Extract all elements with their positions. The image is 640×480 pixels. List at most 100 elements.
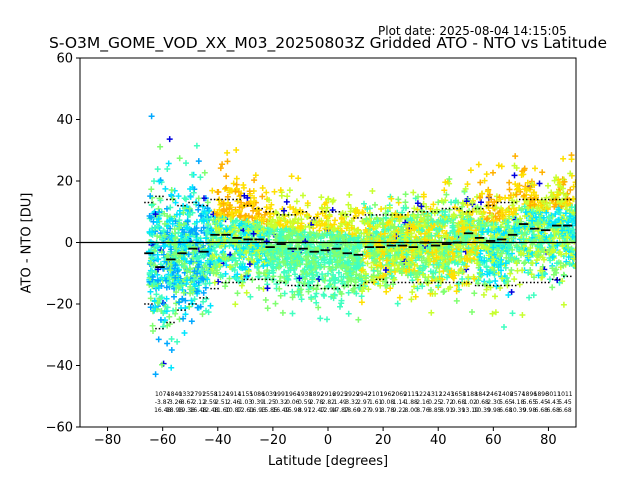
data-point-marker bbox=[249, 202, 256, 209]
data-point-marker bbox=[394, 245, 401, 252]
data-point-marker bbox=[210, 270, 217, 277]
data-point-marker bbox=[317, 264, 323, 271]
data-point-marker bbox=[182, 297, 189, 304]
data-point-marker bbox=[333, 264, 340, 271]
data-point-marker bbox=[552, 211, 559, 217]
data-point-marker bbox=[538, 240, 545, 247]
data-point-marker bbox=[237, 249, 244, 256]
data-point-marker bbox=[181, 330, 188, 336]
data-point-marker bbox=[444, 274, 450, 281]
data-point-marker bbox=[482, 223, 489, 230]
data-point-marker bbox=[213, 267, 220, 274]
data-point-marker bbox=[164, 166, 171, 172]
data-point-marker bbox=[464, 202, 471, 208]
data-point-marker bbox=[415, 228, 422, 235]
data-point-marker bbox=[378, 263, 385, 270]
x-tick-label: 0 bbox=[324, 433, 332, 448]
data-point-marker bbox=[475, 280, 481, 287]
data-point-marker bbox=[552, 201, 559, 208]
data-point-marker bbox=[185, 211, 192, 218]
data-point-marker bbox=[364, 260, 371, 267]
data-point-marker bbox=[481, 281, 488, 288]
data-point-marker bbox=[263, 189, 270, 196]
data-point-marker bbox=[188, 227, 195, 234]
data-point-marker bbox=[567, 170, 574, 177]
data-point-marker bbox=[344, 221, 351, 228]
data-point-marker bbox=[359, 278, 366, 285]
data-point-marker bbox=[514, 219, 521, 226]
data-point-marker bbox=[153, 291, 160, 298]
data-point-marker bbox=[469, 309, 475, 315]
data-point-marker bbox=[297, 225, 304, 232]
data-point-marker bbox=[154, 233, 161, 240]
data-point-marker bbox=[250, 230, 257, 237]
data-point-marker bbox=[523, 187, 530, 194]
data-point-marker bbox=[232, 301, 239, 308]
data-point-marker bbox=[195, 158, 202, 165]
data-point-marker bbox=[428, 309, 435, 316]
data-point-marker bbox=[439, 256, 446, 263]
data-point-marker bbox=[441, 211, 448, 218]
y-axis-label: ATO - NTO [DU] bbox=[19, 192, 35, 294]
data-point-marker bbox=[502, 194, 509, 201]
data-point-marker bbox=[508, 267, 515, 273]
data-point-marker bbox=[474, 260, 480, 267]
data-point-marker bbox=[154, 256, 161, 262]
data-point-marker bbox=[168, 347, 175, 353]
data-point-marker bbox=[391, 276, 398, 283]
data-point-marker bbox=[258, 217, 265, 224]
data-point-marker bbox=[430, 201, 437, 208]
data-point-marker bbox=[221, 254, 228, 261]
data-point-marker bbox=[201, 195, 207, 202]
data-point-marker bbox=[224, 211, 231, 218]
data-point-marker bbox=[478, 190, 485, 197]
data-point-marker bbox=[197, 174, 204, 181]
data-point-marker bbox=[466, 252, 473, 258]
data-point-marker bbox=[384, 282, 390, 289]
data-point-marker bbox=[175, 229, 182, 236]
data-point-marker bbox=[402, 199, 409, 206]
data-point-marker bbox=[350, 264, 357, 271]
data-point-marker bbox=[508, 228, 515, 235]
data-point-marker bbox=[492, 213, 499, 220]
data-point-marker bbox=[172, 274, 179, 281]
data-point-marker bbox=[440, 289, 447, 295]
data-point-marker bbox=[303, 273, 310, 280]
data-point-marker bbox=[334, 286, 341, 293]
data-point-marker bbox=[353, 271, 360, 278]
data-point-marker bbox=[374, 235, 381, 242]
data-point-marker bbox=[288, 173, 295, 180]
data-point-marker bbox=[545, 182, 551, 189]
data-point-marker bbox=[163, 284, 170, 291]
data-point-marker bbox=[465, 213, 471, 220]
data-point-marker bbox=[149, 322, 156, 329]
data-point-marker bbox=[296, 240, 303, 247]
data-point-marker bbox=[359, 288, 366, 295]
data-point-marker bbox=[264, 267, 271, 274]
data-point-marker bbox=[519, 312, 526, 318]
data-point-marker bbox=[483, 171, 490, 178]
data-point-marker bbox=[372, 201, 378, 208]
data-point-marker bbox=[378, 206, 385, 212]
data-point-marker bbox=[492, 293, 498, 300]
data-point-marker bbox=[248, 242, 254, 249]
data-point-marker bbox=[526, 235, 533, 242]
data-point-marker bbox=[316, 227, 323, 234]
data-point-marker bbox=[549, 254, 556, 260]
data-point-marker bbox=[433, 206, 440, 213]
data-point-marker bbox=[307, 222, 314, 229]
data-point-marker bbox=[388, 267, 394, 273]
data-point-marker bbox=[411, 250, 418, 257]
data-point-marker bbox=[298, 296, 305, 303]
data-point-marker bbox=[283, 225, 290, 232]
data-point-marker bbox=[164, 229, 171, 236]
data-point-marker bbox=[173, 245, 180, 252]
data-point-marker bbox=[238, 199, 245, 206]
data-point-marker bbox=[350, 285, 357, 292]
data-point-marker bbox=[500, 230, 507, 237]
data-point-marker bbox=[236, 255, 243, 262]
data-point-marker bbox=[438, 197, 445, 204]
data-point-marker bbox=[513, 165, 520, 171]
data-point-marker bbox=[560, 155, 567, 162]
data-point-marker bbox=[552, 219, 559, 226]
